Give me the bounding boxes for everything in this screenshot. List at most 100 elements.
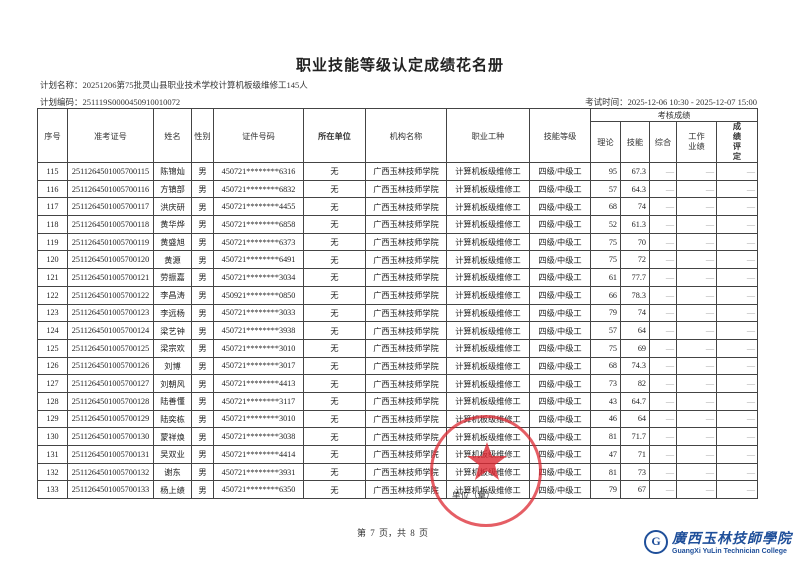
cell-work: — xyxy=(676,374,717,393)
table-row: 130 2511264501005700130 蒙祥焕男 450721********… xyxy=(37,427,758,446)
table-row: 120 2511264501005700120 黄源男 450721********6… xyxy=(37,250,758,270)
cell-org: 广西玉林技师学院 xyxy=(365,391,447,411)
cell-ticket: 2511264501005700120 xyxy=(67,250,154,270)
cell-skill: 69 xyxy=(620,338,650,358)
cell-no: 131 xyxy=(37,445,68,464)
cell-level: 四级/中级工 xyxy=(529,232,591,252)
table-row: 119 2511264501005700119 黄盛旭男 450721********… xyxy=(37,232,758,252)
cell-id-number: 450721********6858 xyxy=(213,215,304,234)
cell-id-number: 450721********3010 xyxy=(213,338,304,358)
cell-name: 黄源 xyxy=(153,250,192,270)
cell-overall: — xyxy=(649,285,677,305)
header-id: 证件号码 xyxy=(213,108,304,163)
cell-level: 四级/中级工 xyxy=(529,321,591,340)
cell-name: 劳振嘉 xyxy=(153,268,192,287)
cell-level: 四级/中级工 xyxy=(529,303,591,323)
cell-no: 126 xyxy=(37,356,68,376)
cell-eval: — xyxy=(716,409,758,429)
cell-no: 117 xyxy=(37,197,68,217)
cell-theory: 66 xyxy=(590,285,621,305)
cell-job: 计算机板级维修工 xyxy=(446,215,530,234)
cell-work: — xyxy=(676,356,717,376)
cell-id-number: 450721********4455 xyxy=(213,197,304,217)
cell-unit: 无 xyxy=(303,285,366,305)
cell-name: 方镇部 xyxy=(153,179,192,199)
cell-overall: — xyxy=(649,321,677,340)
cell-theory: 47 xyxy=(590,445,621,464)
cell-job: 计算机板级维修工 xyxy=(446,480,530,500)
header-no: 序号 xyxy=(37,108,68,163)
cell-skill: 82 xyxy=(620,374,650,393)
cell-job: 计算机板级维修工 xyxy=(446,445,530,464)
cell-eval: — xyxy=(716,197,758,217)
cell-unit: 无 xyxy=(303,197,366,217)
cell-gender: 男 xyxy=(191,232,214,252)
cell-org: 广西玉林技师学院 xyxy=(365,268,447,287)
cell-no: 115 xyxy=(37,162,68,181)
cell-id-number: 450721********6491 xyxy=(213,250,304,270)
table-row: 124 2511264501005700124 梁艺钟男 450721********… xyxy=(37,321,758,340)
cell-no: 119 xyxy=(37,232,68,252)
cell-unit: 无 xyxy=(303,338,366,358)
cell-org: 广西玉林技师学院 xyxy=(365,356,447,376)
cell-gender: 男 xyxy=(191,338,214,358)
cell-ticket: 2511264501005700122 xyxy=(67,285,154,305)
cell-no: 128 xyxy=(37,391,68,411)
cell-level: 四级/中级工 xyxy=(529,197,591,217)
cell-no: 118 xyxy=(37,215,68,234)
cell-work: — xyxy=(676,179,717,199)
cell-level: 四级/中级工 xyxy=(529,391,591,411)
cell-skill: 74.3 xyxy=(620,356,650,376)
cell-work: — xyxy=(676,445,717,464)
cell-ticket: 2511264501005700128 xyxy=(67,391,154,411)
cell-name: 洪庆研 xyxy=(153,197,192,217)
cell-job: 计算机板级维修工 xyxy=(446,285,530,305)
cell-ticket: 2511264501005700131 xyxy=(67,445,154,464)
table-row: 118 2511264501005700118 黄华烨男 450721********… xyxy=(37,215,758,234)
score-table: 序号 准考证号 姓名 性别 证件号码 所在单位 机构名称 职业工种 技能等级 考… xyxy=(37,108,758,500)
cell-ticket: 2511264501005700117 xyxy=(67,197,154,217)
table-row: 129 2511264501005700129 陆奕栋男 450721********… xyxy=(37,409,758,429)
header-eval: 成绩评定 xyxy=(716,121,758,163)
cell-ticket: 2511264501005700116 xyxy=(67,179,154,199)
cell-id-number: 450721********3117 xyxy=(213,391,304,411)
logo-cn: 廣西玉林技師學院 xyxy=(672,532,792,547)
cell-org: 广西玉林技师学院 xyxy=(365,321,447,340)
cell-job: 计算机板级维修工 xyxy=(446,303,530,323)
header-theory: 理论 xyxy=(590,121,621,163)
cell-gender: 男 xyxy=(191,197,214,217)
cell-id-number: 450721********4414 xyxy=(213,445,304,464)
cell-work: — xyxy=(676,321,717,340)
cell-id-number: 450721********6316 xyxy=(213,162,304,181)
header-name: 姓名 xyxy=(153,108,192,163)
table-row: 121 2511264501005700121 劳振嘉男 450721********… xyxy=(37,268,758,287)
cell-ticket: 2511264501005700119 xyxy=(67,232,154,252)
cell-no: 120 xyxy=(37,250,68,270)
cell-org: 广西玉林技师学院 xyxy=(365,462,447,482)
cell-unit: 无 xyxy=(303,268,366,287)
cell-job: 计算机板级维修工 xyxy=(446,356,530,376)
cell-work: — xyxy=(676,391,717,411)
cell-gender: 男 xyxy=(191,356,214,376)
cell-work: — xyxy=(676,285,717,305)
table-row: 126 2511264501005700126 刘博男 450721********3… xyxy=(37,356,758,376)
cell-org: 广西玉林技师学院 xyxy=(365,480,447,500)
cell-theory: 81 xyxy=(590,427,621,446)
cell-work: — xyxy=(676,409,717,429)
cell-eval: — xyxy=(716,303,758,323)
cell-theory: 75 xyxy=(590,338,621,358)
cell-overall: — xyxy=(649,356,677,376)
cell-org: 广西玉林技师学院 xyxy=(365,179,447,199)
cell-unit: 无 xyxy=(303,409,366,429)
cell-name: 陆奕栋 xyxy=(153,409,192,429)
cell-eval: — xyxy=(716,338,758,358)
cell-no: 127 xyxy=(37,374,68,393)
cell-unit: 无 xyxy=(303,179,366,199)
cell-level: 四级/中级工 xyxy=(529,162,591,181)
cell-level: 四级/中级工 xyxy=(529,338,591,358)
cell-overall: — xyxy=(649,338,677,358)
header-gender: 性别 xyxy=(191,108,214,163)
cell-gender: 男 xyxy=(191,462,214,482)
cell-eval: — xyxy=(716,232,758,252)
cell-gender: 男 xyxy=(191,427,214,446)
